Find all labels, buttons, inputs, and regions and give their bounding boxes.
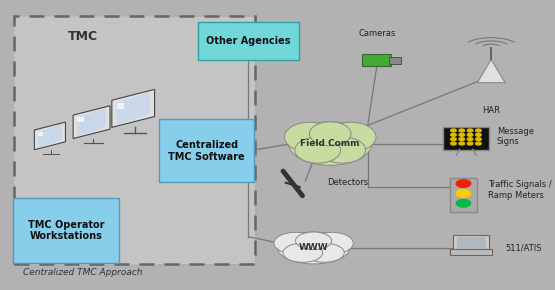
FancyBboxPatch shape [159,119,254,182]
Text: HAR: HAR [482,106,500,115]
Text: Field Comm: Field Comm [300,139,360,148]
Circle shape [476,133,481,136]
Circle shape [451,138,456,141]
Text: WWW: WWW [299,243,329,253]
Ellipse shape [310,122,351,146]
Text: TMC: TMC [68,30,98,44]
Circle shape [467,142,473,145]
FancyBboxPatch shape [158,16,255,264]
Ellipse shape [283,243,322,262]
Polygon shape [112,89,154,127]
Ellipse shape [278,232,350,264]
Circle shape [456,200,471,207]
Circle shape [467,129,473,132]
FancyBboxPatch shape [198,22,299,60]
Text: Other Agencies: Other Agencies [206,36,291,46]
Circle shape [451,129,456,132]
Polygon shape [117,103,124,108]
Circle shape [459,133,465,136]
Text: TMC Operator
Workstations: TMC Operator Workstations [28,220,104,241]
Text: Detectors: Detectors [327,178,369,187]
Polygon shape [38,124,62,148]
FancyBboxPatch shape [457,237,486,249]
FancyBboxPatch shape [443,127,489,150]
Text: Traffic Signals /
Ramp Meters: Traffic Signals / Ramp Meters [488,180,552,200]
Ellipse shape [310,232,353,254]
Circle shape [467,138,473,141]
Circle shape [476,138,481,141]
FancyBboxPatch shape [13,198,119,263]
Polygon shape [34,122,65,150]
Polygon shape [477,59,505,83]
Text: Centralized TMC Approach: Centralized TMC Approach [23,268,143,277]
FancyBboxPatch shape [453,235,489,250]
Circle shape [467,133,473,136]
Polygon shape [38,132,43,136]
Ellipse shape [289,122,372,165]
Polygon shape [77,108,106,136]
FancyBboxPatch shape [450,249,492,255]
Polygon shape [77,117,84,122]
FancyBboxPatch shape [362,54,391,66]
Ellipse shape [320,137,366,163]
Circle shape [459,129,465,132]
FancyBboxPatch shape [450,178,477,212]
FancyBboxPatch shape [14,16,255,264]
Circle shape [456,180,471,187]
Ellipse shape [295,232,332,249]
Ellipse shape [295,137,341,163]
Text: Cameras: Cameras [359,29,396,38]
Text: Centralized
TMC Software: Centralized TMC Software [168,140,245,162]
Ellipse shape [305,243,344,262]
Circle shape [459,138,465,141]
Ellipse shape [284,122,335,152]
Circle shape [451,142,456,145]
Circle shape [456,190,471,197]
Ellipse shape [326,122,376,152]
Circle shape [451,133,456,136]
Polygon shape [117,92,150,125]
Polygon shape [73,106,110,139]
Text: 511/ATIS: 511/ATIS [505,243,542,253]
FancyBboxPatch shape [389,57,401,64]
Text: Message
Signs: Message Signs [497,127,534,146]
Circle shape [459,142,465,145]
Circle shape [476,142,481,145]
Ellipse shape [274,232,317,254]
Circle shape [476,129,481,132]
